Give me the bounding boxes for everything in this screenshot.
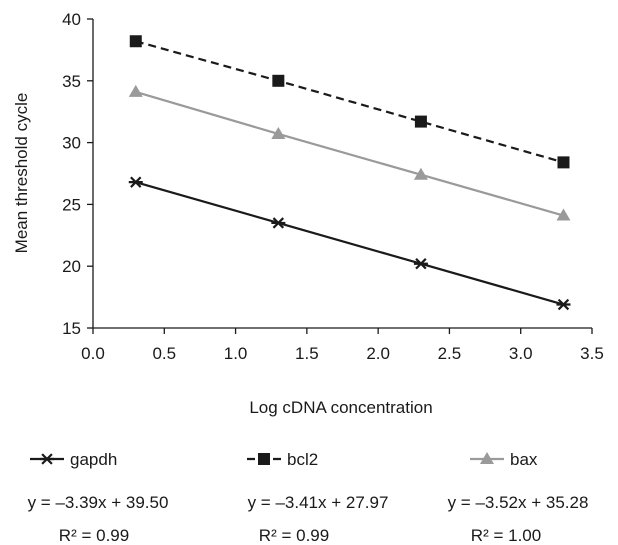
y-tick-label: 35 <box>62 72 81 91</box>
data-point-gapdh <box>556 298 571 311</box>
x-tick-label: 0.5 <box>152 344 176 363</box>
data-point-gapdh <box>128 176 143 188</box>
data-point-bcl2 <box>129 35 142 48</box>
data-point-bcl2 <box>414 115 427 128</box>
legend-label-gapdh: gapdh <box>70 450 117 469</box>
legend-label-bax: bax <box>510 450 538 469</box>
trendline-equation-bcl2: y = –3.41x + 27.97 <box>248 493 389 512</box>
data-point-gapdh-strokes <box>413 258 428 270</box>
series-line-bcl2 <box>135 40 564 164</box>
series-layer <box>128 35 571 311</box>
y-tick-label: 15 <box>62 319 81 338</box>
data-point-bcl2 <box>557 156 570 169</box>
legend-marker-gapdh-strokes <box>40 453 54 465</box>
legend-marker-bcl2 <box>258 453 270 465</box>
x-axis-title: Log cDNA concentration <box>249 398 432 417</box>
data-point-gapdh-strokes <box>556 298 571 311</box>
r-squared-bcl2: R² = 0.99 <box>259 526 329 545</box>
legend-item-bcl2: bcl2 y = –3.41x + 27.97 R² = 0.99 <box>247 450 388 545</box>
data-point-bax <box>413 167 428 180</box>
legend-marker-gapdh <box>40 453 54 465</box>
legend-label-bcl2: bcl2 <box>287 450 318 469</box>
data-point-gapdh <box>271 217 286 229</box>
data-point-bax <box>271 126 286 139</box>
series-bcl2 <box>129 35 570 169</box>
y-tick-label: 20 <box>62 257 81 276</box>
series-bax <box>128 84 571 221</box>
x-tick-label: 2.0 <box>366 344 390 363</box>
y-tick-label: 30 <box>62 134 81 153</box>
data-point-bax <box>556 208 571 221</box>
x-tick-label: 3.5 <box>580 344 604 363</box>
series-line-bax <box>135 90 564 217</box>
legend-item-gapdh: gapdh y = –3.39x + 39.50 R² = 0.99 <box>28 450 169 545</box>
data-point-bax <box>128 84 143 97</box>
x-tick-label: 0.0 <box>81 344 105 363</box>
axes: 15 20 25 30 35 40 0.0 0.5 1.0 1.5 2.0 2.5 3.0 3.5 <box>62 10 604 363</box>
legend-marker-bax <box>480 452 494 464</box>
data-point-gapdh <box>413 258 428 270</box>
y-tick-label: 40 <box>62 10 81 29</box>
data-point-gapdh-strokes <box>128 176 143 188</box>
data-point-bcl2 <box>272 74 285 87</box>
series-gapdh <box>128 176 571 311</box>
x-tick-label: 3.0 <box>509 344 533 363</box>
trendline-equation-bax: y = –3.52x + 35.28 <box>448 493 589 512</box>
trendline-equation-gapdh: y = –3.39x + 39.50 <box>28 493 169 512</box>
x-tick-label: 1.0 <box>224 344 248 363</box>
r-squared-gapdh: R² = 0.99 <box>59 526 129 545</box>
r-squared-bax: R² = 1.00 <box>471 526 541 545</box>
x-tick-label: 1.5 <box>295 344 319 363</box>
x-tick-label: 2.5 <box>438 344 462 363</box>
series-line-gapdh <box>135 181 564 306</box>
y-axis-title: Mean threshold cycle <box>12 93 31 254</box>
legend: gapdh y = –3.39x + 39.50 R² = 0.99 bcl2 y = … <box>28 450 589 545</box>
legend-item-bax: bax y = –3.52x + 35.28 R² = 1.00 <box>448 450 589 545</box>
data-point-gapdh-strokes <box>271 217 286 229</box>
y-tick-label: 25 <box>62 195 81 214</box>
